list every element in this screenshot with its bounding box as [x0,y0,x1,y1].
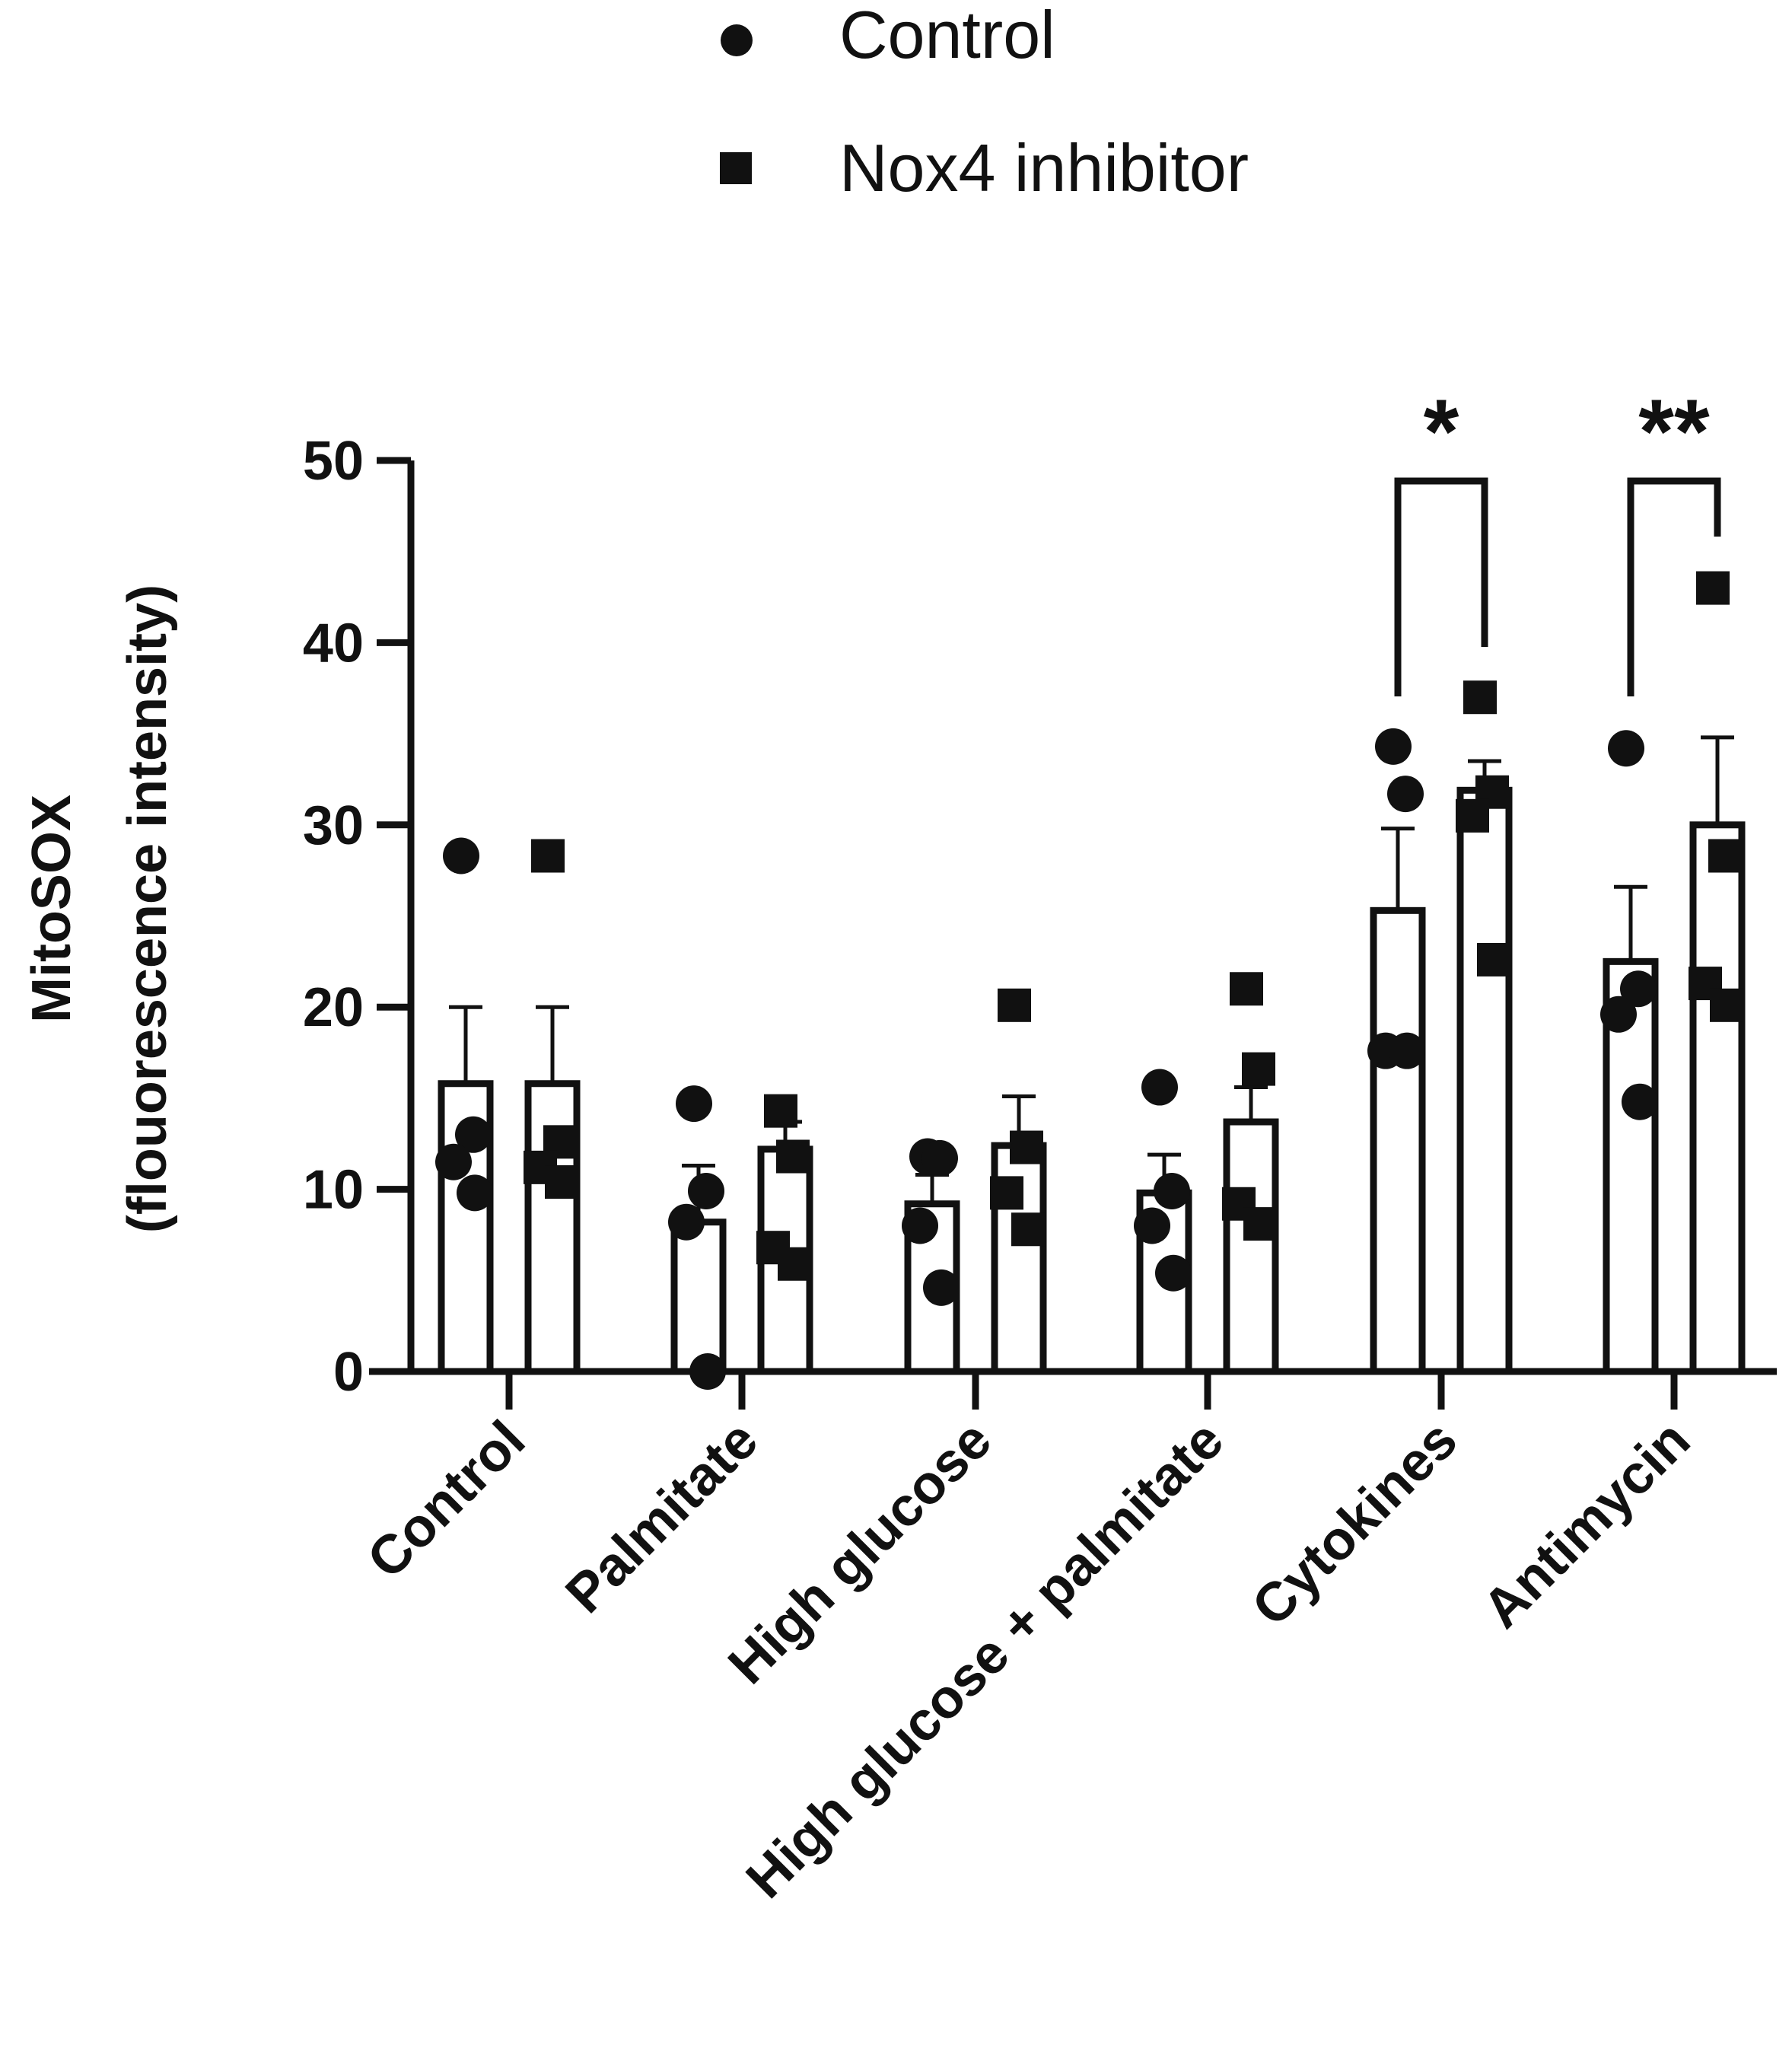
point-control-control [457,1174,493,1212]
point-nox4-inhibitor-high-glucose-palmitate [1242,1052,1275,1086]
point-nox4-inhibitor-high-glucose [998,988,1031,1022]
axes [369,457,1777,1410]
y-axis-label-subtitle: (flouorescence intensity) [117,585,178,1233]
point-control-cytokines [1387,776,1424,813]
point-control-palmitate [668,1203,705,1241]
y-tick-label-30: 30 [303,795,364,856]
legend-marker-control [721,24,753,56]
bar-nox4-inhibitor-cytokines [1456,786,1513,1375]
error-bars [449,735,1734,1222]
significance-label-cytokines: * [1424,381,1459,483]
point-nox4-inhibitor-control [545,1165,578,1199]
point-nox4-inhibitor-high-glucose [1010,1130,1043,1164]
point-nox4-inhibitor-palmitate [778,1247,811,1281]
point-control-high-glucose [923,1269,960,1306]
point-control-high-glucose-palmitate [1155,1254,1192,1292]
point-nox4-inhibitor-palmitate [776,1139,810,1174]
point-control-control [455,1116,492,1153]
y-tick-label-50: 50 [303,431,364,492]
legend: Control Nox4 inhibitor [720,0,1249,205]
point-nox4-inhibitor-control [531,839,565,873]
point-control-cytokines [1375,728,1412,765]
point-nox4-inhibitor-high-glucose [990,1176,1023,1210]
legend-marker-nox4-inhibitor [720,152,752,184]
y-tick-label-20: 20 [303,977,364,1038]
data-points [435,571,1743,1390]
point-control-antimycin [1600,996,1637,1033]
y-axis-label: MitoSOX [21,795,82,1023]
bar-control-palmitate [670,1219,727,1375]
point-control-high-glucose-palmitate [1134,1207,1170,1244]
point-nox4-inhibitor-cytokines [1456,798,1489,833]
point-control-antimycin [1620,970,1657,1008]
point-control-high-glucose [921,1139,958,1177]
x-tick-label-antimycin: Antimycin [1472,1410,1702,1640]
x-tick-label-palmitate: Palmitate [554,1410,769,1625]
point-nox4-inhibitor-palmitate [764,1094,797,1128]
point-nox4-inhibitor-antimycin [1708,839,1742,873]
significance-annotations: * ** [1394,381,1721,696]
point-control-palmitate [689,1353,726,1390]
point-nox4-inhibitor-cytokines [1463,680,1497,715]
significance-label-antimycin: ** [1638,381,1710,483]
significance-bracket-cytokines [1394,477,1488,696]
y-tick-label-10: 10 [303,1160,364,1221]
x-tick-label-high-glucose-palmitate: High glucose + palmitate [735,1410,1236,1910]
x-tick-label-control: Control [356,1410,537,1591]
bar-control-cytokines [1370,906,1426,1375]
point-nox4-inhibitor-high-glucose [1011,1212,1045,1247]
point-control-control [443,837,479,874]
bar-nox4-inhibitor-antimycin [1689,821,1746,1375]
y-tick-label-0: 0 [333,1342,364,1403]
significance-bracket-antimycin [1627,477,1721,696]
point-nox4-inhibitor-antimycin [1710,988,1743,1022]
point-control-palmitate [676,1085,712,1123]
point-nox4-inhibitor-antimycin [1696,571,1730,605]
legend-label-control: Control [839,0,1055,72]
point-control-high-glucose-palmitate [1141,1069,1178,1106]
point-control-antimycin [1608,730,1644,767]
point-control-high-glucose [902,1207,938,1244]
point-control-high-glucose-palmitate [1154,1172,1190,1209]
bar-nox4-inhibitor-high-glucose-palmitate [1223,1118,1279,1375]
point-nox4-inhibitor-cytokines [1477,942,1510,976]
x-tick-label-cytokines: Cytokines [1240,1410,1469,1638]
point-control-palmitate [688,1172,724,1209]
point-control-control [435,1143,472,1180]
bars [438,786,1746,1375]
point-control-antimycin [1622,1083,1658,1120]
point-nox4-inhibitor-high-glucose-palmitate [1230,972,1263,1006]
point-nox4-inhibitor-high-glucose-palmitate [1243,1207,1277,1241]
point-control-cytokines [1389,1032,1425,1069]
y-tick-label-40: 40 [303,613,364,674]
legend-label-nox4-inhibitor: Nox4 inhibitor [839,130,1249,205]
